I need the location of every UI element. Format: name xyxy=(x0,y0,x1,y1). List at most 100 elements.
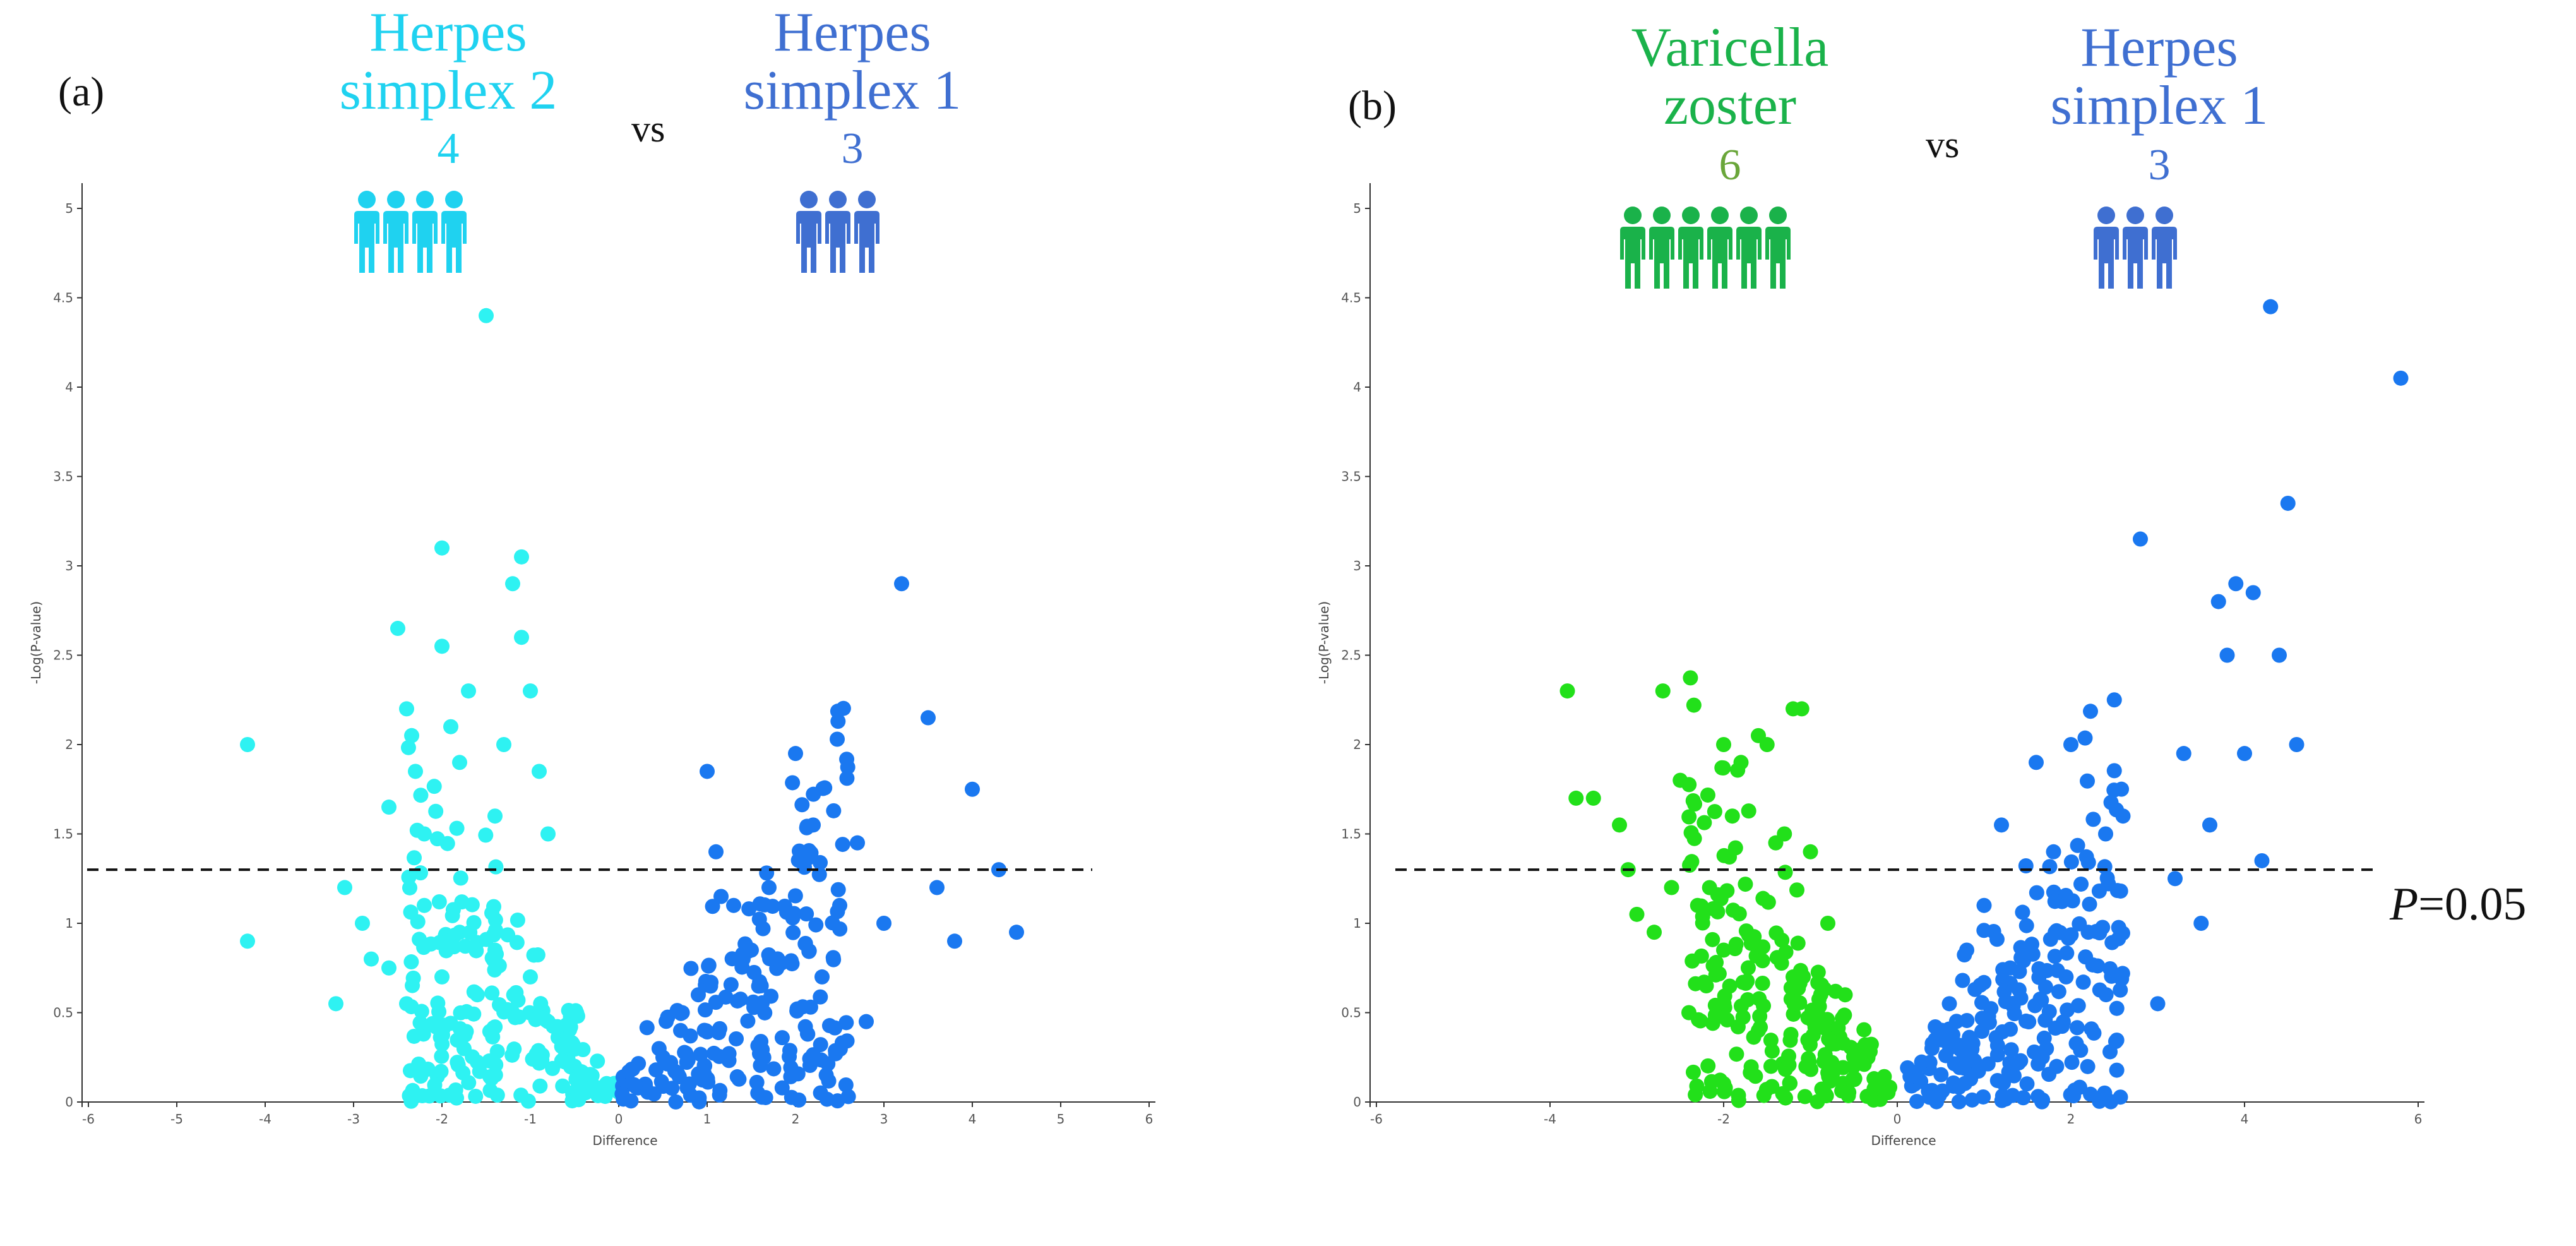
data-point xyxy=(1684,854,1700,870)
data-point xyxy=(568,1003,583,1019)
right-group-title: Herpes simplex 1 xyxy=(2033,19,2286,135)
data-point xyxy=(1803,844,1818,860)
data-point xyxy=(403,954,419,970)
data-point xyxy=(1705,901,1721,916)
data-point xyxy=(794,797,810,813)
data-point xyxy=(434,1048,450,1064)
data-point xyxy=(821,1073,837,1089)
data-point xyxy=(507,1010,523,1026)
data-point xyxy=(532,764,547,779)
data-point xyxy=(703,974,719,990)
data-point xyxy=(399,701,414,717)
data-point xyxy=(1716,996,1732,1012)
y-tick-label: 0.5 xyxy=(53,1005,73,1021)
data-point xyxy=(2011,982,2027,998)
data-point xyxy=(803,845,819,861)
y-tick-label: 3.5 xyxy=(1341,469,1361,484)
data-point xyxy=(1774,932,1790,948)
data-point xyxy=(1727,840,1743,856)
data-point xyxy=(2080,1058,2096,1074)
right-group-count: 3 xyxy=(841,124,864,173)
data-point xyxy=(1790,935,1806,951)
data-point xyxy=(1782,1075,1798,1091)
x-tick-label: 2 xyxy=(2067,1111,2075,1127)
x-tick-label: 6 xyxy=(1145,1111,1154,1127)
data-point xyxy=(737,937,753,952)
x-tick-label: -3 xyxy=(347,1111,360,1127)
p-value-symbol: P xyxy=(2390,878,2419,930)
data-point xyxy=(408,764,423,779)
data-point xyxy=(753,1034,769,1050)
data-point xyxy=(453,870,468,886)
right-group-name-line2: simplex 1 xyxy=(743,60,962,121)
x-tick-label: -1 xyxy=(524,1111,537,1127)
person-group-icon xyxy=(792,189,886,281)
data-point xyxy=(2047,949,2063,964)
data-point xyxy=(1955,973,1971,988)
data-point xyxy=(2168,871,2183,887)
data-point xyxy=(2210,594,2226,609)
data-point xyxy=(434,1036,450,1052)
data-point xyxy=(708,844,724,860)
right-group-name-line1: Herpes xyxy=(773,2,931,63)
x-tick-label: -6 xyxy=(1370,1111,1383,1127)
data-point xyxy=(2003,1021,2018,1037)
y-tick-label: 2.5 xyxy=(1341,648,1361,663)
data-point xyxy=(2064,1055,2080,1070)
data-point xyxy=(2068,1036,2084,1051)
left-group-name-line2: simplex 2 xyxy=(339,60,558,121)
data-point xyxy=(680,1052,696,1068)
data-point xyxy=(2085,957,2101,973)
data-point xyxy=(1716,942,1731,958)
data-point xyxy=(1730,1019,1746,1034)
data-point xyxy=(2109,1062,2125,1078)
data-point xyxy=(830,904,845,920)
data-point xyxy=(444,908,460,923)
data-point xyxy=(532,1055,547,1071)
person-icon xyxy=(1707,207,1732,289)
data-point xyxy=(1976,974,1992,990)
data-point xyxy=(894,576,909,592)
data-point xyxy=(784,956,800,972)
data-point xyxy=(2193,916,2209,931)
y-tick-label: 4 xyxy=(1353,380,1361,395)
data-point xyxy=(1724,808,1740,824)
data-point xyxy=(839,752,855,767)
data-point xyxy=(1989,1038,2005,1053)
data-point xyxy=(2060,1002,2075,1018)
data-point xyxy=(1810,964,1826,980)
data-point xyxy=(814,969,830,985)
data-point xyxy=(1994,817,2009,833)
data-point xyxy=(1696,974,1712,990)
data-point xyxy=(466,1006,482,1022)
data-point xyxy=(2019,1076,2035,1092)
data-point xyxy=(1792,968,1808,984)
data-point xyxy=(1778,944,1794,960)
data-point xyxy=(713,889,729,904)
person-icon xyxy=(354,191,379,273)
data-point xyxy=(509,935,525,950)
data-point xyxy=(434,540,450,556)
data-point xyxy=(1846,1049,1861,1065)
data-point xyxy=(774,1080,790,1096)
data-point xyxy=(484,905,500,921)
x-tick-label: -2 xyxy=(1717,1111,1730,1127)
y-tick-label: 3 xyxy=(65,558,73,573)
person-icon xyxy=(1765,207,1791,289)
data-point xyxy=(2051,984,2066,1000)
data-point xyxy=(2108,1034,2123,1050)
data-point xyxy=(504,1047,520,1063)
data-point xyxy=(1715,760,1731,776)
data-point xyxy=(1683,670,1698,686)
data-point xyxy=(530,947,546,963)
data-point xyxy=(753,978,769,993)
data-point xyxy=(2176,746,2191,762)
data-point xyxy=(1976,1089,1991,1105)
data-point xyxy=(2086,1025,2102,1041)
y-tick-label: 1.5 xyxy=(1341,827,1361,842)
y-tick-label: 4.5 xyxy=(1341,291,1361,306)
data-point xyxy=(590,1053,605,1069)
data-point xyxy=(328,996,343,1012)
data-point xyxy=(2041,1067,2057,1082)
data-point xyxy=(1612,817,1627,833)
